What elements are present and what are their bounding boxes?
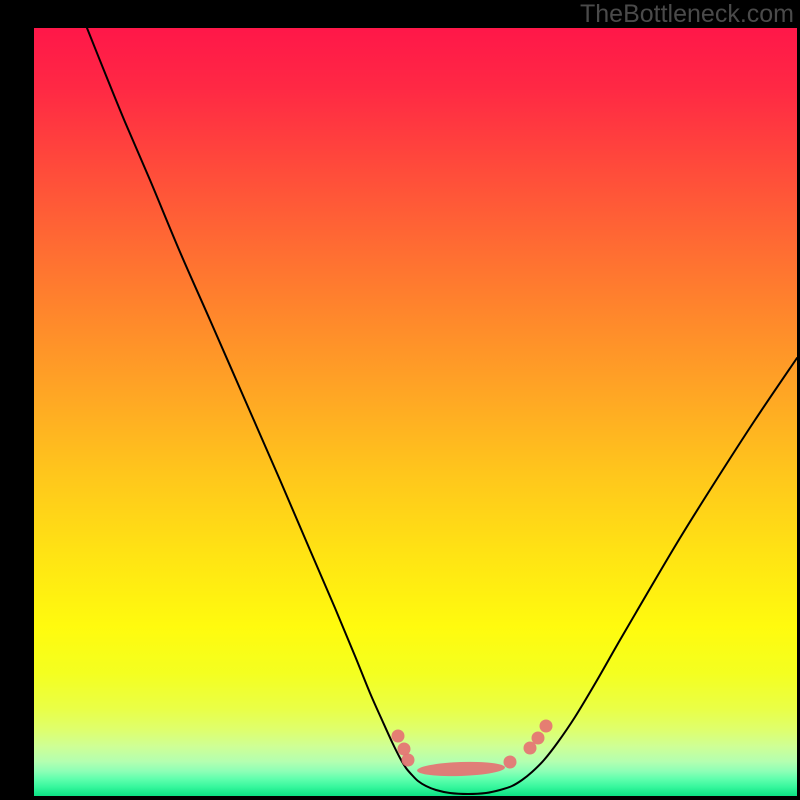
- marker-capsule: [417, 760, 505, 777]
- bottleneck-curve: [87, 28, 797, 794]
- marker-dot: [504, 756, 517, 769]
- curve-layer: [0, 0, 800, 800]
- marker-dot: [532, 732, 545, 745]
- marker-group: [392, 720, 553, 778]
- chart-root: TheBottleneck.com: [0, 0, 800, 800]
- marker-dot: [402, 754, 415, 767]
- watermark-text: TheBottleneck.com: [580, 0, 794, 29]
- marker-dot: [392, 730, 405, 743]
- marker-dot: [540, 720, 553, 733]
